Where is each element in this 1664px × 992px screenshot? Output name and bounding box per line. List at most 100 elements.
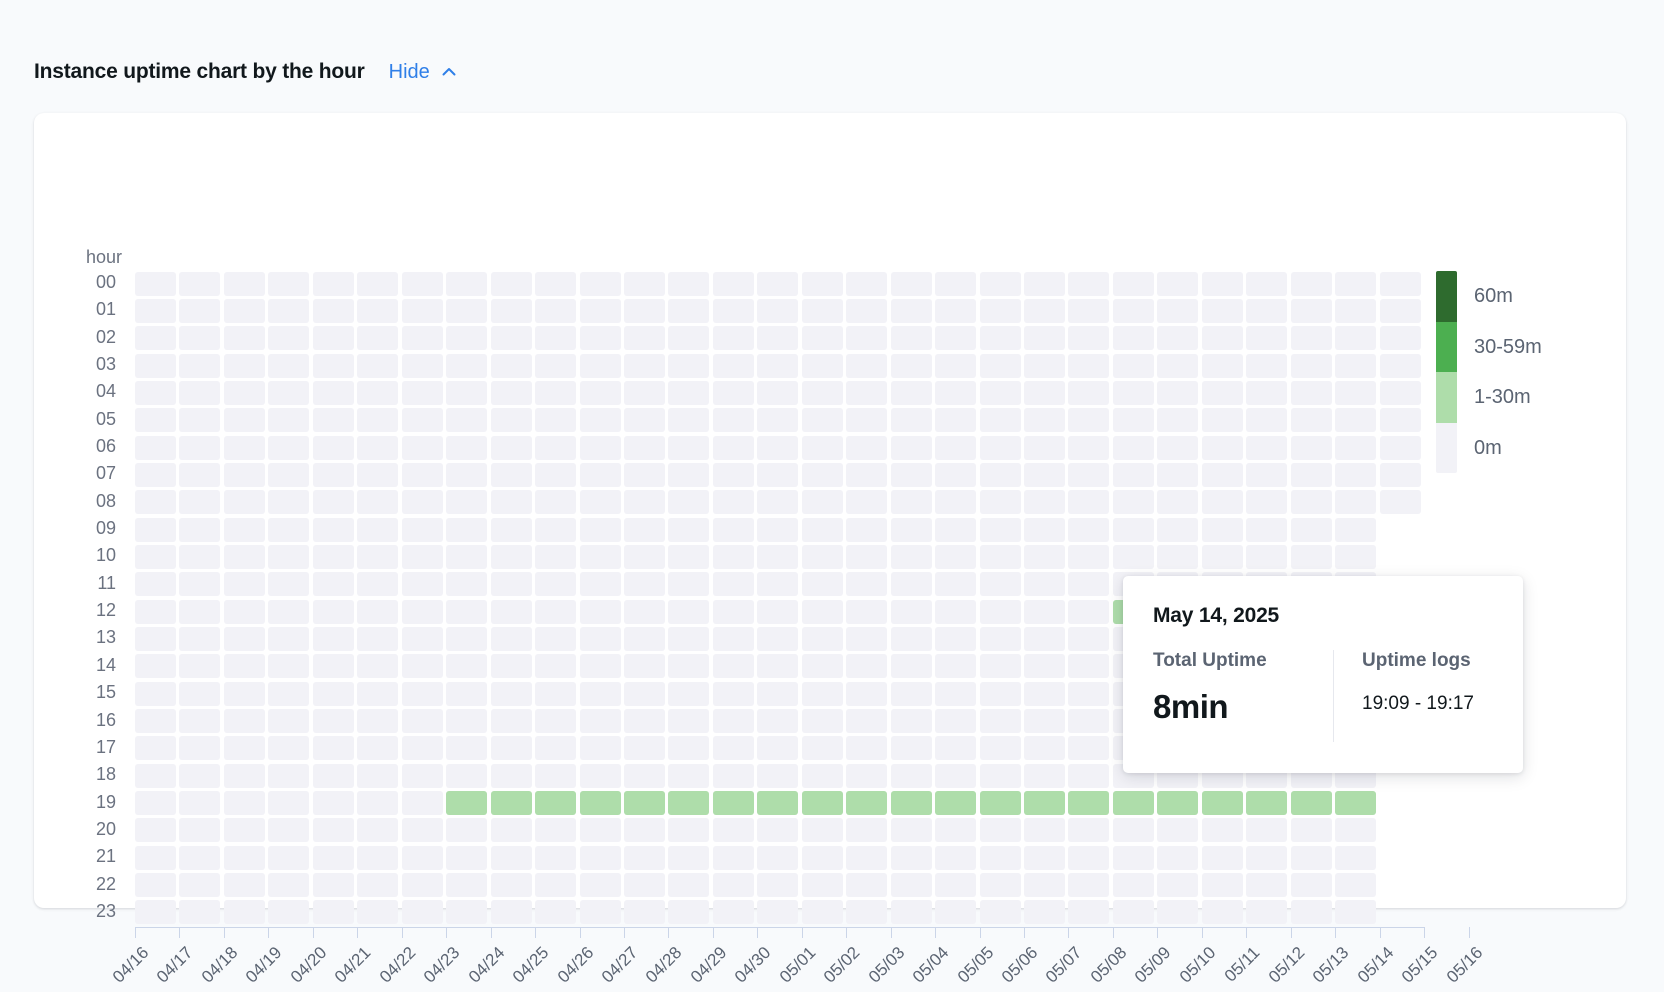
heatmap-cell[interactable] xyxy=(135,626,176,651)
heatmap-cell[interactable] xyxy=(312,681,354,706)
heatmap-cell[interactable] xyxy=(179,845,221,870)
heatmap-cell[interactable] xyxy=(1201,462,1243,487)
heatmap-cell[interactable] xyxy=(268,353,310,378)
heatmap-cell[interactable] xyxy=(757,544,799,569)
heatmap-cell[interactable] xyxy=(935,408,977,433)
heatmap-cell[interactable] xyxy=(1335,845,1377,870)
heatmap-cell[interactable] xyxy=(312,517,354,542)
heatmap-cell[interactable] xyxy=(757,435,799,460)
heatmap-cell[interactable] xyxy=(535,490,577,515)
heatmap-cell[interactable] xyxy=(1335,380,1377,405)
heatmap-cell[interactable] xyxy=(1068,462,1110,487)
heatmap-cell[interactable] xyxy=(135,517,176,542)
heatmap-cell[interactable] xyxy=(846,681,888,706)
heatmap-cell[interactable] xyxy=(1201,326,1243,351)
heatmap-cell[interactable] xyxy=(890,353,932,378)
heatmap-cell[interactable] xyxy=(1024,490,1065,515)
heatmap-cell[interactable] xyxy=(357,626,399,651)
heatmap-cell[interactable] xyxy=(535,326,577,351)
heatmap-cell[interactable] xyxy=(1112,353,1154,378)
heatmap-cell[interactable] xyxy=(979,462,1021,487)
heatmap-cell[interactable] xyxy=(357,845,399,870)
heatmap-cell[interactable] xyxy=(1157,490,1199,515)
heatmap-cell[interactable] xyxy=(1024,845,1065,870)
heatmap-cell[interactable] xyxy=(490,517,532,542)
heatmap-cell[interactable] xyxy=(357,353,399,378)
heatmap-cell[interactable] xyxy=(712,681,754,706)
heatmap-cell[interactable] xyxy=(179,408,221,433)
heatmap-cell[interactable] xyxy=(1246,544,1288,569)
heatmap-cell[interactable] xyxy=(1335,873,1377,898)
heatmap-cell[interactable] xyxy=(535,298,577,323)
heatmap-cell[interactable] xyxy=(1201,380,1243,405)
heatmap-cell[interactable] xyxy=(179,736,221,761)
heatmap-cell[interactable] xyxy=(312,408,354,433)
heatmap-cell[interactable] xyxy=(668,818,710,843)
heatmap-cell[interactable] xyxy=(1157,544,1199,569)
heatmap-cell[interactable] xyxy=(890,818,932,843)
heatmap-cell[interactable] xyxy=(490,791,532,816)
heatmap-cell[interactable] xyxy=(579,873,621,898)
heatmap-cell[interactable] xyxy=(179,380,221,405)
heatmap-cell[interactable] xyxy=(846,490,888,515)
heatmap-cell[interactable] xyxy=(1068,681,1110,706)
heatmap-cell[interactable] xyxy=(579,462,621,487)
heatmap-cell[interactable] xyxy=(757,654,799,679)
heatmap-cell[interactable] xyxy=(979,900,1021,925)
heatmap-cell[interactable] xyxy=(357,326,399,351)
heatmap-cell[interactable] xyxy=(712,791,754,816)
heatmap-cell[interactable] xyxy=(1335,435,1377,460)
heatmap-cell[interactable] xyxy=(935,791,977,816)
heatmap-cell[interactable] xyxy=(979,517,1021,542)
heatmap-cell[interactable] xyxy=(179,544,221,569)
heatmap-cell[interactable] xyxy=(1201,873,1243,898)
heatmap-cell[interactable] xyxy=(579,517,621,542)
heatmap-cell[interactable] xyxy=(579,681,621,706)
heatmap-cell[interactable] xyxy=(401,380,443,405)
heatmap-cell[interactable] xyxy=(757,681,799,706)
heatmap-cell[interactable] xyxy=(712,572,754,597)
heatmap-cell[interactable] xyxy=(1335,353,1377,378)
heatmap-cell[interactable] xyxy=(846,845,888,870)
heatmap-cell[interactable] xyxy=(668,599,710,624)
heatmap-cell[interactable] xyxy=(935,435,977,460)
heatmap-cell[interactable] xyxy=(535,271,577,296)
heatmap-cell[interactable] xyxy=(401,572,443,597)
heatmap-cell[interactable] xyxy=(1290,490,1332,515)
heatmap-cell[interactable] xyxy=(935,298,977,323)
heatmap-cell[interactable] xyxy=(357,736,399,761)
heatmap-cell[interactable] xyxy=(579,626,621,651)
heatmap-cell[interactable] xyxy=(757,408,799,433)
heatmap-cell[interactable] xyxy=(623,709,665,733)
heatmap-cell[interactable] xyxy=(801,845,843,870)
heatmap-cell[interactable] xyxy=(1290,380,1332,405)
heatmap-cell[interactable] xyxy=(446,462,488,487)
heatmap-cell[interactable] xyxy=(1246,326,1288,351)
heatmap-cell[interactable] xyxy=(757,709,799,733)
heatmap-cell[interactable] xyxy=(268,490,310,515)
heatmap-cell[interactable] xyxy=(1024,654,1065,679)
heatmap-cell[interactable] xyxy=(1335,900,1377,925)
heatmap-cell[interactable] xyxy=(979,572,1021,597)
heatmap-cell[interactable] xyxy=(757,873,799,898)
heatmap-cell[interactable] xyxy=(312,709,354,733)
heatmap-cell[interactable] xyxy=(846,818,888,843)
heatmap-cell[interactable] xyxy=(890,873,932,898)
heatmap-cell[interactable] xyxy=(268,681,310,706)
heatmap-cell[interactable] xyxy=(579,380,621,405)
heatmap-cell[interactable] xyxy=(1112,408,1154,433)
heatmap-cell[interactable] xyxy=(1290,326,1332,351)
heatmap-cell[interactable] xyxy=(490,462,532,487)
heatmap-cell[interactable] xyxy=(1379,435,1421,460)
heatmap-cell[interactable] xyxy=(1290,353,1332,378)
heatmap-cell[interactable] xyxy=(801,326,843,351)
heatmap-cell[interactable] xyxy=(712,353,754,378)
heatmap-cell[interactable] xyxy=(846,408,888,433)
heatmap-cell[interactable] xyxy=(1246,873,1288,898)
heatmap-cell[interactable] xyxy=(1024,599,1065,624)
heatmap-cell[interactable] xyxy=(801,709,843,733)
heatmap-cell[interactable] xyxy=(268,435,310,460)
heatmap-cell[interactable] xyxy=(1068,900,1110,925)
heatmap-cell[interactable] xyxy=(446,626,488,651)
heatmap-cell[interactable] xyxy=(935,900,977,925)
